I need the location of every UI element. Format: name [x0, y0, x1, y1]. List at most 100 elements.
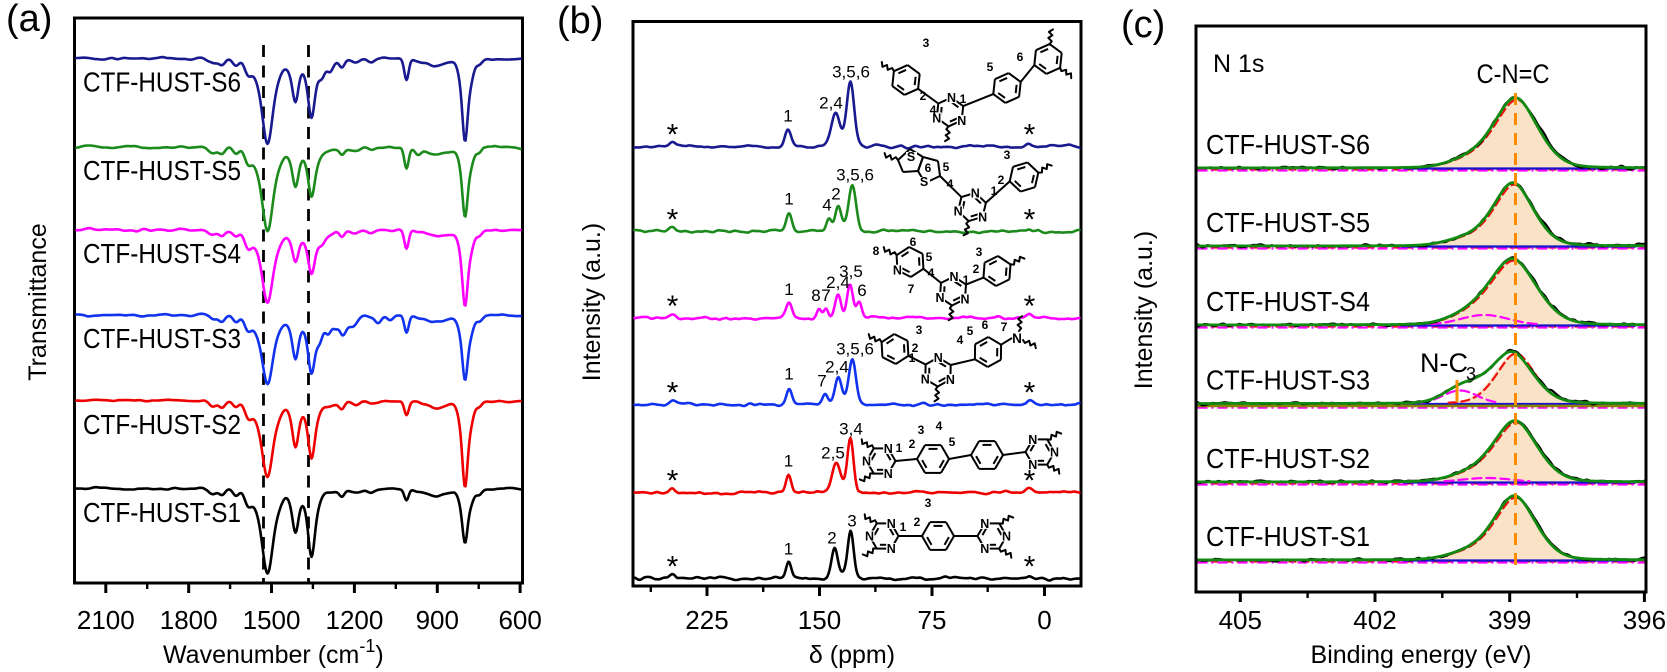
svg-text:7: 7 [1001, 320, 1008, 334]
svg-text:N: N [1028, 433, 1037, 447]
svg-text:1: 1 [784, 190, 793, 209]
svg-text:N: N [961, 293, 970, 307]
svg-text:2: 2 [831, 185, 840, 204]
svg-text:N: N [949, 270, 958, 284]
svg-text:2,5: 2,5 [821, 444, 845, 463]
svg-text:N: N [1002, 529, 1011, 543]
svg-text:225: 225 [685, 605, 728, 635]
svg-text:S: S [920, 175, 928, 189]
svg-text:N: N [865, 529, 874, 543]
svg-text:δ (ppm): δ (ppm) [809, 641, 895, 669]
svg-text:600: 600 [498, 605, 541, 635]
svg-text:*: * [1024, 551, 1036, 584]
svg-text:N: N [935, 291, 944, 305]
svg-text:N 1s: N 1s [1213, 50, 1264, 78]
svg-text:3: 3 [1004, 148, 1011, 162]
svg-text:N: N [887, 542, 896, 556]
svg-text:6: 6 [925, 161, 932, 175]
svg-text:900: 900 [416, 605, 459, 635]
svg-text:2: 2 [998, 173, 1005, 187]
svg-text:Wavenumber (cm-1): Wavenumber (cm-1) [163, 636, 384, 669]
svg-text:1: 1 [900, 520, 907, 534]
svg-text:N: N [887, 517, 896, 531]
svg-text:3: 3 [925, 496, 932, 510]
svg-text:150: 150 [798, 605, 841, 635]
svg-text:3: 3 [918, 423, 925, 437]
svg-text:*: * [667, 551, 679, 584]
svg-text:1800: 1800 [160, 605, 218, 635]
svg-text:Transmittance: Transmittance [24, 223, 52, 380]
svg-text:Intensity (a.u.): Intensity (a.u.) [578, 223, 606, 381]
svg-text:2: 2 [827, 529, 836, 548]
svg-text:CTF-HUST-S3: CTF-HUST-S3 [1206, 365, 1370, 396]
svg-text:2100: 2100 [77, 605, 135, 635]
svg-text:(a): (a) [6, 0, 52, 40]
svg-text:N: N [862, 454, 871, 468]
svg-text:405: 405 [1219, 605, 1262, 635]
svg-text:S: S [907, 150, 915, 164]
svg-text:2: 2 [912, 341, 919, 355]
svg-text:CTF-HUST-S1: CTF-HUST-S1 [1206, 521, 1370, 552]
svg-text:2: 2 [909, 437, 916, 451]
svg-text:C-N=C: C-N=C [1477, 59, 1550, 89]
svg-text:1: 1 [784, 452, 793, 471]
svg-text:*: * [1024, 119, 1036, 152]
svg-text:4: 4 [928, 266, 935, 280]
svg-text:7: 7 [821, 286, 830, 305]
svg-text:1: 1 [963, 273, 970, 287]
svg-text:4: 4 [936, 419, 943, 433]
svg-text:CTF-HUST-S2: CTF-HUST-S2 [83, 409, 241, 440]
svg-text:6: 6 [857, 281, 866, 300]
svg-text:3: 3 [923, 36, 930, 50]
svg-text:3,4: 3,4 [839, 420, 863, 439]
svg-text:CTF-HUST-S3: CTF-HUST-S3 [83, 323, 241, 354]
svg-text:402: 402 [1353, 605, 1396, 635]
svg-text:Intensity (a.u.): Intensity (a.u.) [1130, 231, 1158, 389]
svg-text:N: N [921, 372, 930, 386]
svg-text:2,4: 2,4 [825, 358, 849, 377]
svg-text:5: 5 [967, 324, 974, 338]
svg-text:N: N [884, 442, 893, 456]
svg-text:1: 1 [784, 365, 793, 384]
svg-text:4: 4 [822, 196, 831, 215]
svg-text:399: 399 [1488, 605, 1531, 635]
svg-text:*: * [667, 377, 679, 410]
svg-text:5: 5 [926, 250, 933, 264]
svg-text:2: 2 [973, 262, 980, 276]
svg-text:CTF-HUST-S4: CTF-HUST-S4 [1206, 286, 1370, 317]
svg-text:6: 6 [910, 235, 917, 249]
svg-text:N: N [932, 111, 941, 125]
svg-text:3: 3 [1466, 364, 1476, 384]
svg-text:6: 6 [982, 318, 989, 332]
svg-text:2,4: 2,4 [819, 94, 843, 113]
svg-text:*: * [667, 119, 679, 152]
svg-text:8: 8 [873, 244, 880, 258]
svg-text:396: 396 [1623, 605, 1666, 635]
svg-text:1: 1 [909, 351, 916, 365]
svg-text:N: N [934, 351, 943, 365]
svg-text:N: N [1028, 458, 1037, 472]
svg-text:*: * [667, 204, 679, 237]
svg-text:5: 5 [943, 160, 950, 174]
svg-text:1: 1 [896, 441, 903, 455]
svg-text:N: N [893, 264, 902, 278]
svg-text:Binding energy (eV): Binding energy (eV) [1311, 641, 1532, 669]
svg-text:4: 4 [930, 103, 937, 117]
svg-text:N: N [980, 542, 989, 556]
svg-text:N: N [980, 517, 989, 531]
svg-text:2: 2 [914, 515, 921, 529]
svg-text:*: * [1024, 377, 1036, 410]
svg-text:CTF-HUST-S1: CTF-HUST-S1 [83, 497, 241, 528]
svg-text:1: 1 [784, 280, 793, 299]
svg-text:N: N [954, 205, 963, 219]
svg-text:*: * [1024, 290, 1036, 323]
svg-text:1: 1 [784, 540, 793, 559]
svg-text:N: N [957, 114, 966, 128]
svg-text:6: 6 [1017, 50, 1024, 64]
svg-text:3: 3 [847, 512, 856, 531]
svg-text:7: 7 [817, 372, 826, 391]
svg-text:*: * [667, 290, 679, 323]
svg-text:3: 3 [916, 323, 923, 337]
svg-text:3,5,6: 3,5,6 [836, 166, 874, 185]
svg-text:CTF-HUST-S6: CTF-HUST-S6 [83, 67, 241, 98]
